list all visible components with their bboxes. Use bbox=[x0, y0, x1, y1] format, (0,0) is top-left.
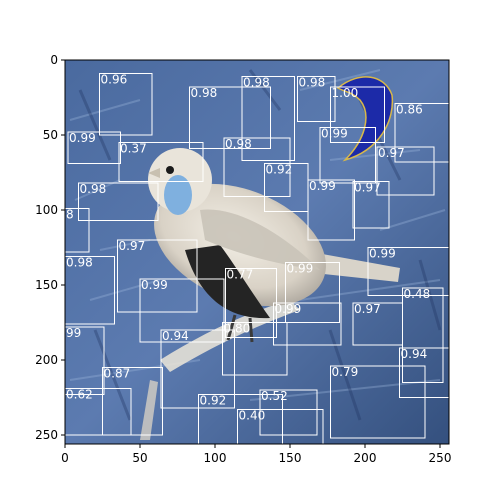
detection-box bbox=[330, 86, 385, 143]
x-tick-label: 150 bbox=[279, 451, 302, 465]
x-tick-label: 250 bbox=[429, 451, 452, 465]
detection-score-label: 0.94 bbox=[401, 347, 428, 361]
detection-score-label: 0.99 bbox=[369, 247, 396, 261]
detection-score-label: 0.99 bbox=[287, 262, 314, 276]
detection-box bbox=[241, 76, 295, 161]
detection-score-label: 0.80 bbox=[224, 322, 251, 336]
detection-box bbox=[139, 278, 225, 343]
detection-box bbox=[399, 347, 449, 398]
detection-box bbox=[189, 86, 271, 149]
x-tick-label: 0 bbox=[61, 451, 69, 465]
detection-box bbox=[223, 137, 291, 197]
y-tick-label: 250 bbox=[35, 428, 58, 442]
detection-score-label: 0.37 bbox=[120, 142, 147, 156]
detection-box bbox=[297, 76, 336, 122]
detection-box bbox=[319, 127, 376, 184]
detection-box bbox=[117, 239, 198, 313]
detection-score-label: 0.99 bbox=[309, 179, 336, 193]
detection-box bbox=[352, 181, 390, 229]
detection-box bbox=[222, 322, 288, 376]
detection-box bbox=[118, 142, 204, 182]
detection-score-label: 0.79 bbox=[332, 365, 359, 379]
detection-box bbox=[352, 302, 403, 346]
detection-score-label: 0.99 bbox=[321, 127, 348, 141]
detection-score-label: 99 bbox=[66, 326, 81, 340]
detection-score-label: 0.92 bbox=[200, 394, 227, 408]
detection-box bbox=[367, 247, 449, 296]
detection-score-label: 1.00 bbox=[332, 86, 359, 100]
detection-score-label: 0.99 bbox=[275, 302, 302, 316]
y-tick-label: 200 bbox=[35, 353, 58, 367]
detection-score-label: 0.99 bbox=[69, 131, 96, 145]
detection-box bbox=[198, 394, 283, 444]
detection-score-label: 0.98 bbox=[243, 76, 270, 90]
axes-frame bbox=[64, 59, 450, 445]
detection-score-label: 0.98 bbox=[225, 137, 252, 151]
y-tick-label: 100 bbox=[35, 203, 58, 217]
detection-score-label: 0.48 bbox=[404, 287, 431, 301]
detection-box bbox=[78, 182, 159, 221]
detection-score-label: 0.97 bbox=[119, 239, 146, 253]
detection-box bbox=[67, 131, 121, 164]
detection-boxes: 0.96 0.99 0.37 0.98 0.98 0.98 1.00 0.86 0.98 0.99… bbox=[65, 73, 449, 444]
y-tick-label: 50 bbox=[43, 128, 58, 142]
detection-score-label: 0.52 bbox=[261, 389, 288, 403]
detection-score-label: 0.86 bbox=[396, 103, 423, 117]
detection-box bbox=[160, 329, 235, 409]
y-tick-label: 0 bbox=[50, 53, 58, 67]
detection-box bbox=[99, 73, 153, 136]
detection-box bbox=[65, 208, 90, 253]
detection-score-label: 0.97 bbox=[354, 302, 381, 316]
detection-score-label: 0.97 bbox=[354, 181, 381, 195]
detection-score-label: 0.77 bbox=[227, 268, 254, 282]
detection-box bbox=[102, 367, 163, 436]
detection-score-label: 0.62 bbox=[66, 388, 93, 402]
detection-score-label: 0.98 bbox=[299, 76, 326, 90]
detection-box bbox=[330, 365, 426, 439]
detection-box bbox=[307, 179, 355, 241]
detection-score-label: 0.98 bbox=[191, 86, 218, 100]
detection-score-label: 0.98 bbox=[80, 182, 107, 196]
detection-score-label: 0.98 bbox=[66, 256, 93, 270]
detection-box bbox=[65, 256, 115, 325]
detection-score-label: 0.40 bbox=[239, 409, 266, 423]
detection-box bbox=[259, 389, 318, 436]
detection-score-label: 0.99 bbox=[141, 278, 168, 292]
detection-score-label: 8 bbox=[66, 208, 74, 222]
detection-box bbox=[376, 146, 435, 196]
detection-box bbox=[273, 302, 342, 346]
detection-score-label: 0.97 bbox=[378, 146, 405, 160]
detection-box bbox=[65, 388, 132, 436]
detection-score-label: 0.96 bbox=[101, 73, 128, 87]
detection-score-label: 0.94 bbox=[162, 329, 189, 343]
detection-score-label: 0.87 bbox=[104, 367, 131, 381]
x-tick-label: 200 bbox=[354, 451, 377, 465]
detection-box bbox=[237, 409, 324, 444]
y-tick-label: 150 bbox=[35, 278, 58, 292]
x-tick-label: 100 bbox=[204, 451, 227, 465]
detection-box bbox=[65, 326, 105, 395]
detection-box bbox=[394, 103, 449, 163]
x-tick-label: 50 bbox=[132, 451, 147, 465]
detection-box bbox=[285, 262, 340, 323]
detection-score-label: 0.92 bbox=[266, 163, 293, 177]
